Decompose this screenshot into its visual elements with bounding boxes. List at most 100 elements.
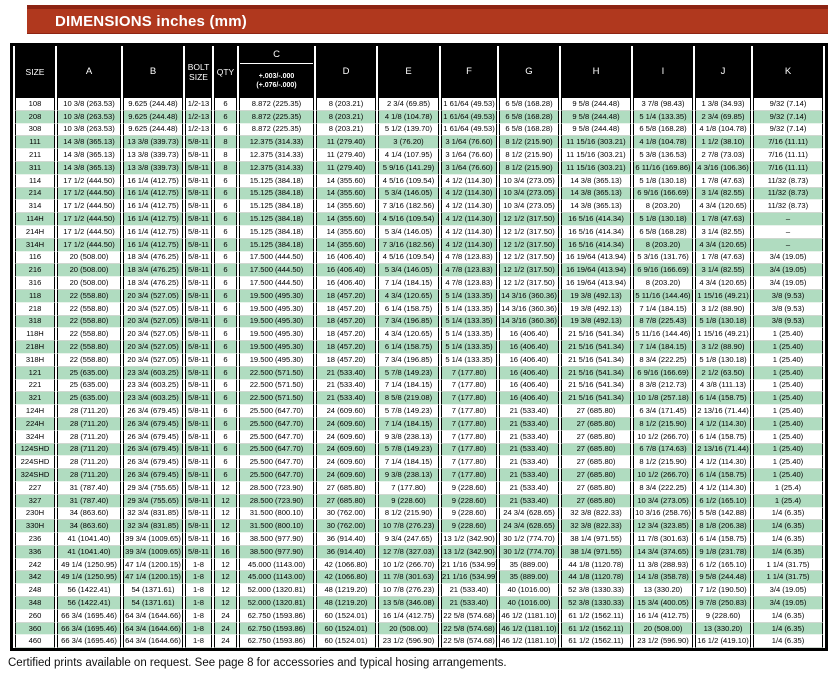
table-cell: 16 1/4 (412.75) [633,609,693,623]
table-row: 348 56 (1422.41) 54 (1371.61) 1-8 12 52.000 (… [15,597,823,610]
table-cell: 9 3/4 (247.65) [378,533,439,546]
table-cell: 22 (558.80) [57,302,121,316]
table-cell: 5 1/4 (133.35) [441,289,497,303]
table-cell: 1 (25.4) [753,481,823,495]
table-cell: 14 3/8 (365.13) [561,187,631,201]
table-cell: 45.000 (1143.00) [239,571,314,585]
table-cell: 9 3/8 (238.13) [378,430,439,444]
table-cell: 1/4 (6.35) [753,520,823,534]
table-cell: 9 (228.60) [695,609,751,623]
table-cell: 5/8-11 [185,353,212,367]
table-cell: 14 3/8 (365.13) [57,136,121,150]
table-cell: 5/8-11 [185,507,212,521]
table-cell: 22 (558.80) [57,328,121,342]
table-cell: 9 5/8 (244.48) [561,123,631,137]
table-cell: 27 (685.80) [561,481,631,495]
table-cell: 6 9/16 (166.69) [633,366,693,380]
size-cell: 224H [15,417,55,431]
table-cell: 7 (177.80) [441,392,497,406]
table-cell: 16 1/4 (412.75) [378,609,439,623]
table-cell: 6 [214,366,237,380]
table-cell: 7 (177.80) [441,469,497,482]
table-cell: 29 3/4 (755.65) [123,481,183,495]
table-cell: 6 [214,469,237,482]
table-row: 314 17 1/2 (444.50) 16 1/4 (412.75) 5/8-11 6… [15,200,823,214]
table-cell: 5 7/8 (149.23) [378,366,439,380]
table-cell: 38 1/4 (971.55) [561,545,631,559]
table-cell: 14 3/8 (365.13) [57,149,121,162]
table-cell: 21 (533.40) [441,584,497,598]
table-cell: 5 1/4 (133.35) [441,341,497,354]
table-cell: 1 7/8 (47.63) [695,213,751,226]
table-row: 218 22 (558.80) 20 3/4 (527.05) 5/8-11 6 19.5… [15,302,823,316]
table-cell: 21 (533.40) [499,417,559,431]
table-cell: 1 (25.40) [753,379,823,393]
table-cell: 52 3/8 (1330.33) [561,597,631,610]
table-cell: 11 (279.40) [316,136,376,150]
table-cell: 18 (457.20) [316,353,376,367]
table-cell: 28.500 (723.90) [239,494,314,508]
table-cell: 44 1/8 (1120.78) [561,571,631,585]
column-header-k: K [753,46,823,98]
table-cell: 17 1/2 (444.50) [57,187,121,201]
table-cell: 16 19/64 (413.94) [561,277,631,290]
c-tolerance-line-2: (+.076/-.000) [256,81,297,89]
table-cell: 26 3/4 (679.45) [123,469,183,482]
table-cell: 5 1/8 (130.18) [633,174,693,188]
table-row: 227 31 (787.40) 29 3/4 (755.65) 5/8-11 12 28.… [15,481,823,495]
table-cell: 3/8 (9.53) [753,302,823,316]
table-cell: 12 [214,558,237,572]
table-cell: 22 (558.80) [57,289,121,303]
table-cell: 2 3/4 (69.85) [695,110,751,124]
table-cell: 11 (279.40) [316,161,376,175]
table-cell: 1 (25.40) [753,366,823,380]
size-cell: 308 [15,123,55,137]
table-cell: 19.500 (495.30) [239,328,314,342]
table-cell: 4 3/4 (120.65) [695,200,751,214]
table-cell: 5/8-11 [185,238,212,252]
table-cell: 5/8-11 [185,430,212,444]
table-cell: 8 1/8 (206.38) [695,520,751,534]
table-cell: 6 1/4 (158.75) [695,533,751,546]
table-cell: 6 [214,213,237,226]
table-cell: 14 3/8 (365.13) [57,161,121,175]
table-cell: 21 (533.40) [499,481,559,495]
size-cell: 316 [15,277,55,290]
table-cell: 5/8-11 [185,366,212,380]
table-row: 224SHD 28 (711.20) 26 3/4 (679.45) 5/8-11 6 2… [15,456,823,470]
table-cell: 27 (685.80) [561,456,631,470]
table-cell: 4 1/2 (114.30) [695,481,751,495]
size-cell: 342 [15,571,55,585]
title-banner: DIMENSIONS inches (mm) [27,5,828,34]
table-cell: 6 [214,110,237,124]
table-cell: 25.500 (647.70) [239,469,314,482]
table-row: 248 56 (1422.41) 54 (1371.61) 1-8 12 52.000 (… [15,584,823,598]
table-cell: 30 (762.00) [316,507,376,521]
size-cell: 221 [15,379,55,393]
table-cell: 1 (25.40) [753,469,823,482]
table-cell: 5/8-11 [185,149,212,162]
column-header-c: C +.003/-.000 (+.076/-.000) [239,46,314,98]
table-row: 124SHD 28 (711.20) 26 3/4 (679.45) 5/8-11 6 2… [15,443,823,457]
table-cell: 17.500 (444.50) [239,264,314,278]
table-cell: 7 1/4 (184.15) [378,379,439,393]
table-cell: 16 [214,545,237,559]
table-cell: 16 1/4 (412.75) [123,213,183,226]
table-cell: 27 (685.80) [561,443,631,457]
table-cell: 5 1/8 (130.18) [633,213,693,226]
table-cell: 26 3/4 (679.45) [123,405,183,418]
column-header-h: H [561,46,631,98]
size-cell: 111 [15,136,55,150]
table-cell: 5 1/4 (133.35) [441,302,497,316]
size-cell: 118 [15,289,55,303]
table-cell: 22 (558.80) [57,315,121,329]
table-row: 236 41 (1041.40) 39 3/4 (1009.65) 5/8-11 16 3… [15,533,823,546]
table-row: 308 10 3/8 (263.53) 9.625 (244.48) 1/2-13 6 8… [15,123,823,137]
table-cell: 46 1/2 (1181.10) [499,635,559,649]
table-cell: 34 (863.60) [57,507,121,521]
table-cell: 8.872 (225.35) [239,98,314,111]
table-cell: 25.500 (647.70) [239,405,314,418]
table-cell: 5/8-11 [185,315,212,329]
table-cell: 49 1/4 (1250.95) [57,571,121,585]
table-cell: 7 1/4 (184.15) [633,341,693,354]
